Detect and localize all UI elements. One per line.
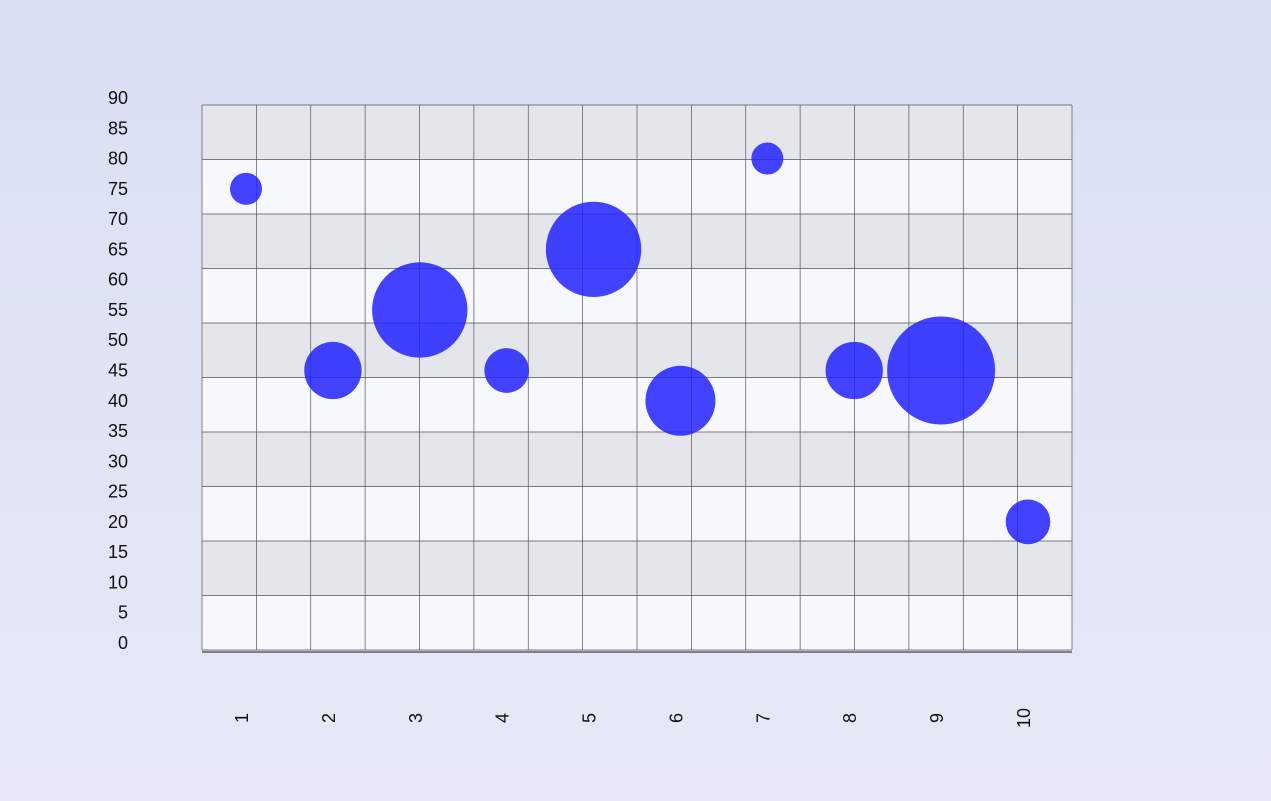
x-tick-label: 2 [319, 713, 339, 723]
bubble-point[interactable] [887, 316, 996, 425]
y-tick-label: 45 [108, 361, 128, 381]
y-tick-label: 50 [108, 330, 128, 350]
y-tick-label: 5 [118, 603, 128, 623]
y-tick-label: 15 [108, 542, 128, 562]
x-tick-label: 10 [1014, 708, 1034, 728]
bubble-point[interactable] [484, 348, 529, 393]
bubble-point[interactable] [545, 201, 642, 298]
x-tick-label: 3 [406, 713, 426, 723]
y-tick-label: 40 [108, 391, 128, 411]
y-axis-ticks: 0 5 10 15 20 25 30 35 40 45 50 55 60 65 70 75 80 85 90 [108, 88, 128, 653]
y-tick-label: 25 [108, 482, 128, 502]
y-tick-label: 35 [108, 421, 128, 441]
bubble-point[interactable] [304, 341, 362, 400]
x-tick-label: 9 [927, 713, 947, 723]
bubble-point[interactable] [645, 365, 716, 436]
x-tick-label: 1 [232, 713, 252, 723]
bubble-series [230, 142, 1051, 545]
y-tick-label: 30 [108, 451, 128, 471]
y-tick-label: 60 [108, 270, 128, 290]
bubble-point[interactable] [1005, 499, 1051, 545]
y-tick-label: 80 [108, 149, 128, 169]
y-tick-label: 70 [108, 209, 128, 229]
y-tick-label: 85 [108, 118, 128, 138]
x-axis-ticks: 1 2 3 4 5 6 7 8 9 10 [232, 708, 1034, 728]
y-tick-label: 0 [118, 633, 128, 653]
y-tick-label: 90 [108, 88, 128, 108]
y-tick-label: 10 [108, 572, 128, 592]
bubble-point[interactable] [751, 142, 784, 175]
y-tick-label: 20 [108, 512, 128, 532]
x-tick-label: 7 [753, 713, 773, 723]
x-tick-label: 8 [840, 713, 860, 723]
x-tick-label: 5 [580, 713, 600, 723]
y-tick-label: 75 [108, 179, 128, 199]
y-tick-label: 55 [108, 300, 128, 320]
bubble-point[interactable] [230, 172, 262, 205]
bubble-point[interactable] [825, 341, 883, 400]
x-tick-label: 6 [666, 713, 686, 723]
x-tick-label: 4 [493, 713, 513, 723]
y-tick-label: 65 [108, 239, 128, 259]
bubble-point[interactable] [372, 262, 468, 358]
